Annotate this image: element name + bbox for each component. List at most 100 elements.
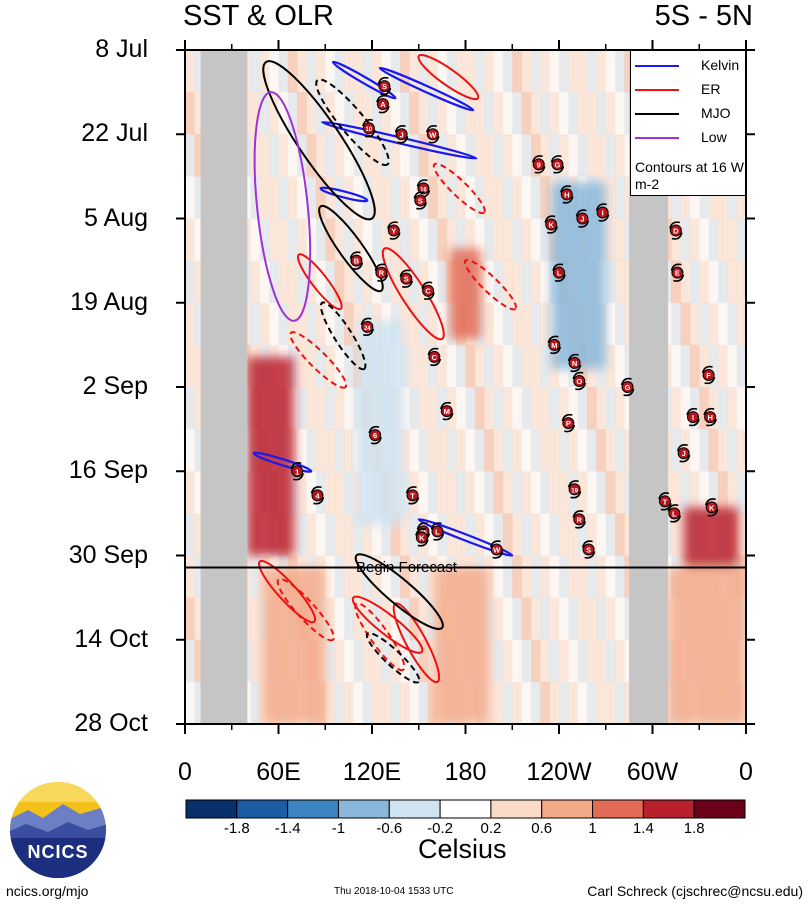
anomaly-cell bbox=[587, 639, 597, 683]
anomaly-cell bbox=[717, 218, 728, 262]
storm-icon bbox=[670, 263, 685, 282]
legend-label: Low bbox=[701, 129, 727, 145]
anomaly-cell bbox=[671, 387, 682, 430]
anomaly-cell bbox=[418, 302, 429, 346]
anomaly-cell bbox=[568, 681, 579, 724]
anomaly-cell bbox=[465, 429, 476, 472]
anomaly-cell bbox=[540, 639, 551, 683]
anomaly-cell bbox=[381, 176, 392, 219]
anomaly-cell bbox=[699, 344, 710, 388]
storm-marker: R bbox=[374, 263, 389, 282]
anomaly-cell bbox=[325, 681, 336, 724]
storm-icon bbox=[394, 125, 409, 144]
storm-icon bbox=[669, 221, 683, 240]
anomaly-cell bbox=[194, 302, 205, 346]
anomaly-cell bbox=[390, 681, 401, 724]
anomaly-cell bbox=[615, 176, 625, 219]
storm-label: G bbox=[555, 160, 561, 169]
storm-icon bbox=[669, 224, 682, 237]
anomaly-cell bbox=[605, 176, 616, 219]
anomaly-cell bbox=[185, 92, 195, 135]
anomaly-cell bbox=[540, 471, 551, 514]
anomaly-cell bbox=[699, 218, 710, 262]
anomaly-cell bbox=[428, 302, 438, 346]
storm-label: H bbox=[707, 413, 712, 422]
anomaly-cell bbox=[334, 681, 345, 724]
anomaly-cell bbox=[605, 555, 616, 599]
anomaly-cell bbox=[484, 639, 495, 683]
anomaly-cell bbox=[372, 681, 382, 724]
storm-icon bbox=[704, 498, 719, 517]
anomaly-cell bbox=[680, 471, 691, 514]
storm-icon bbox=[547, 335, 562, 355]
anomaly-cell bbox=[372, 639, 382, 683]
anomaly-cell bbox=[362, 176, 373, 219]
storm-marker: F bbox=[701, 365, 716, 385]
anomaly-cell bbox=[446, 218, 457, 262]
anomaly-cell bbox=[615, 218, 625, 262]
anomaly-cell bbox=[343, 387, 354, 430]
anomaly-cell bbox=[194, 429, 205, 472]
x-tick-label: 0 bbox=[178, 758, 192, 786]
legend-swatch bbox=[635, 113, 679, 115]
anomaly-cell bbox=[484, 134, 495, 177]
anomaly-cell bbox=[334, 387, 345, 430]
anomaly-cell bbox=[325, 344, 336, 388]
anomaly-cell bbox=[437, 260, 448, 304]
anomaly-cell bbox=[334, 176, 345, 219]
anomaly-cell bbox=[493, 387, 504, 430]
anomaly-cell bbox=[549, 387, 560, 430]
y-tick-label: 30 Sep bbox=[68, 540, 148, 569]
mjo-contour bbox=[318, 204, 384, 293]
anomaly-cell bbox=[418, 92, 429, 135]
anomaly-cell bbox=[549, 429, 560, 472]
anomaly-cell bbox=[409, 344, 420, 388]
anomaly-cell bbox=[521, 513, 532, 556]
anomaly-cell bbox=[269, 260, 279, 304]
anomaly-cell bbox=[194, 218, 205, 262]
anomaly-cell bbox=[474, 176, 485, 219]
anomaly-cell bbox=[521, 639, 532, 683]
anomaly-cell bbox=[484, 471, 495, 514]
anomaly-cell bbox=[521, 387, 532, 430]
colorbar-swatch bbox=[287, 799, 339, 819]
anomaly-cell bbox=[185, 681, 195, 724]
anomaly-cell bbox=[418, 681, 429, 724]
anomaly-cell bbox=[717, 302, 728, 346]
storm-label: J bbox=[580, 215, 584, 224]
storm-icon bbox=[702, 368, 715, 381]
storm-marker: W bbox=[489, 540, 504, 559]
anomaly-cell bbox=[708, 302, 719, 346]
y-tick-label: 8 Jul bbox=[95, 35, 148, 63]
logo-text: NCICS bbox=[27, 842, 89, 862]
anomaly-cell bbox=[727, 429, 738, 472]
anomaly-cell bbox=[250, 92, 261, 135]
legend-item: Kelvin bbox=[631, 57, 745, 75]
anomaly-cell bbox=[493, 92, 504, 135]
anomaly-cell bbox=[437, 344, 448, 388]
anomaly-cell bbox=[343, 555, 354, 599]
anomaly-cell bbox=[465, 92, 476, 135]
storm-icon bbox=[704, 411, 717, 424]
anomaly-cell bbox=[194, 92, 205, 135]
storm-icon bbox=[573, 374, 586, 387]
footer-url[interactable]: ncics.org/mjo bbox=[6, 883, 89, 899]
anomaly-cell bbox=[615, 134, 625, 177]
storm-icon bbox=[400, 272, 413, 285]
anomaly-cell bbox=[596, 681, 607, 724]
anomaly-cell bbox=[727, 471, 738, 514]
anomaly-cell bbox=[194, 597, 205, 641]
anomaly-cell bbox=[521, 134, 532, 177]
anomaly-cell bbox=[428, 134, 438, 177]
anomaly-cell bbox=[269, 176, 279, 219]
anomaly-cell bbox=[530, 92, 541, 135]
anomaly-cell bbox=[708, 471, 719, 514]
anomaly-cell bbox=[343, 597, 354, 641]
anomaly-cell bbox=[493, 50, 504, 93]
anomaly-cell bbox=[549, 681, 560, 724]
storm-icon bbox=[489, 540, 504, 559]
anomaly-cell bbox=[297, 92, 308, 135]
anomaly-cell bbox=[512, 387, 523, 430]
anomaly-cell bbox=[185, 597, 195, 641]
anomaly-cell bbox=[437, 218, 448, 262]
